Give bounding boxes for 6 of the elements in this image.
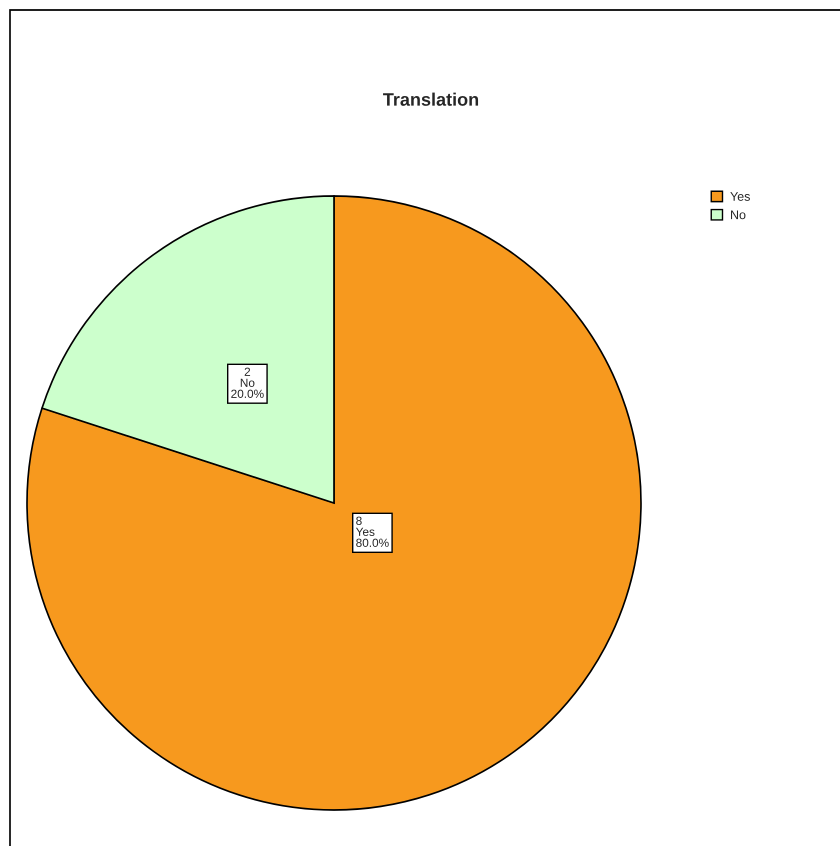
pie-slice: [26, 195, 642, 811]
chart-title: Translation: [383, 92, 478, 106]
data-label: 2 No 20.0%: [231, 368, 264, 398]
legend-label: No: [731, 210, 746, 220]
legend-label: Yes: [730, 192, 750, 201]
data-label: 8 Yes 80.0%: [356, 516, 389, 547]
